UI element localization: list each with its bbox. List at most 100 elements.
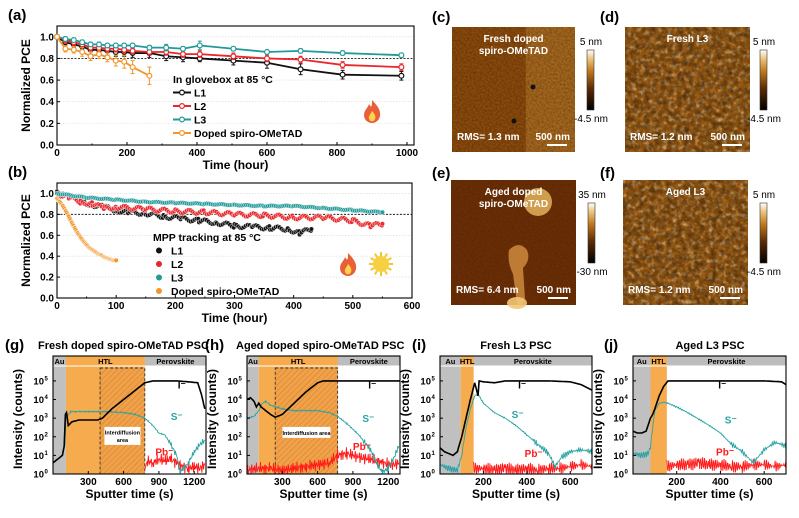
x-tick-label: 400 bbox=[519, 477, 536, 488]
x-tick-label: 200 bbox=[119, 148, 136, 159]
y-tick-exponent: 5 bbox=[45, 376, 49, 382]
colorbar-min-label: -4.5 nm bbox=[747, 267, 781, 278]
panel-h-tof-sims: (h) Aged doped spiro-OMeTAD PSC Interdiffu… bbox=[205, 337, 405, 501]
series-label-i: I⁻ bbox=[368, 380, 376, 391]
x-tick-label: 600 bbox=[756, 477, 773, 488]
layer-label-perovskite: Perovskite bbox=[514, 357, 552, 366]
series-label-i: I⁻ bbox=[518, 380, 526, 391]
y-tick-exponent: 1 bbox=[625, 451, 629, 457]
y-tick-label: 10 bbox=[613, 470, 624, 481]
y-tick-label: 10 bbox=[227, 470, 238, 481]
y-tick-label: 10 bbox=[420, 395, 431, 406]
data-point bbox=[121, 42, 128, 49]
panel-label: (i) bbox=[412, 337, 426, 354]
y-tick-exponent: 4 bbox=[625, 395, 629, 401]
colorbar-min-label: -4.5 nm bbox=[574, 114, 608, 125]
legend-item: L3 bbox=[156, 273, 183, 285]
y-tick-label: 1.0 bbox=[40, 189, 54, 200]
fire-icon bbox=[340, 253, 357, 276]
legend-label: L2 bbox=[171, 259, 183, 271]
x-tick-label: 100 bbox=[108, 301, 125, 312]
y-tick-exponent: 5 bbox=[625, 376, 629, 382]
y-tick-exponent: 5 bbox=[432, 376, 436, 382]
series-label-i: I⁻ bbox=[178, 380, 186, 391]
plot-frame bbox=[246, 355, 401, 475]
interdiffusion-label-box bbox=[282, 426, 331, 438]
legend-marker bbox=[156, 247, 162, 254]
series-l2 bbox=[54, 190, 385, 230]
data-point bbox=[398, 72, 405, 79]
y-tick-label: 10 bbox=[33, 470, 44, 481]
series-label-s: S⁻ bbox=[171, 412, 183, 423]
data-point bbox=[53, 33, 60, 40]
y-tick-label: 10 bbox=[613, 432, 624, 443]
data-point bbox=[104, 54, 111, 61]
data-point bbox=[129, 64, 136, 71]
series-l3 bbox=[54, 190, 385, 216]
panel-g-tof-sims: (g) Fresh doped spiro-OMeTAD PSC Interdiff… bbox=[5, 337, 209, 501]
afm-particle bbox=[507, 297, 527, 309]
fire-icon bbox=[364, 100, 381, 123]
data-point bbox=[379, 209, 385, 215]
plot-frame bbox=[52, 355, 207, 475]
layer-label-htl: HTL bbox=[98, 357, 113, 366]
legend-title: MPP tracking at 85 °C bbox=[153, 232, 261, 244]
x-tick-label: 1200 bbox=[377, 477, 400, 488]
y-tick-label: 10 bbox=[33, 432, 44, 443]
legend-marker bbox=[156, 261, 162, 267]
afm-grain-shadow bbox=[623, 180, 748, 305]
colorbar bbox=[759, 202, 768, 264]
header-htl-segment bbox=[258, 356, 338, 366]
series-label-pb: Pb⁻ bbox=[155, 447, 173, 458]
x-axis-label: Sputter time (s) bbox=[279, 487, 367, 501]
y-tick-exponent: 0 bbox=[625, 470, 629, 476]
plot-frame bbox=[632, 355, 787, 475]
y-tick-exponent: 1 bbox=[45, 451, 49, 457]
afm-scale-bar-label: 500 nm bbox=[537, 285, 572, 296]
data-point bbox=[129, 47, 136, 54]
panel-i-tof-sims: (i) Fresh L3 PSC Au HTL Perovskite I⁻ S⁻ Pb⁻ 200… bbox=[398, 337, 593, 501]
afm-particle bbox=[524, 188, 552, 216]
y-axis-label: Normalized PCE bbox=[19, 194, 33, 287]
series-i-trace bbox=[439, 379, 593, 457]
fire-inner bbox=[344, 264, 352, 275]
data-point bbox=[398, 52, 405, 59]
series-pb-trace bbox=[144, 453, 206, 475]
y-tick-exponent: 3 bbox=[239, 414, 243, 420]
y-tick-label: 0.0 bbox=[40, 141, 54, 152]
region-htl bbox=[650, 356, 667, 474]
legend-label: Doped spiro-OMeTAD bbox=[171, 286, 280, 298]
afm-fine-texture bbox=[452, 27, 575, 152]
series-doped-spiro-ometad bbox=[54, 196, 119, 263]
series-i-trace bbox=[246, 380, 401, 419]
layer-label-htl: HTL bbox=[460, 357, 475, 366]
panel-label: (c) bbox=[432, 9, 450, 26]
legend-marker bbox=[179, 130, 186, 137]
colorbar bbox=[587, 202, 596, 264]
afm-title: Aged L3 bbox=[666, 187, 706, 198]
y-tick-exponent: 2 bbox=[239, 432, 243, 438]
x-tick-label: 0 bbox=[54, 148, 60, 159]
legend-marker bbox=[156, 274, 162, 281]
sun-disc bbox=[373, 256, 389, 272]
data-point bbox=[297, 66, 304, 73]
afm-scale-bar-label: 500 nm bbox=[711, 132, 746, 143]
y-tick-label: 10 bbox=[420, 432, 431, 443]
legend-marker bbox=[179, 116, 186, 123]
layer-label-au: Au bbox=[445, 357, 455, 366]
legend-label: L3 bbox=[194, 115, 206, 127]
series-label-i: I⁻ bbox=[718, 380, 726, 391]
y-tick-label: 10 bbox=[33, 376, 44, 387]
x-tick-label: 600 bbox=[259, 148, 276, 159]
region-au bbox=[633, 356, 651, 474]
data-point bbox=[87, 41, 94, 48]
data-point bbox=[398, 64, 405, 71]
legend-marker bbox=[179, 102, 186, 109]
x-tick-label: 600 bbox=[115, 477, 132, 488]
data-point bbox=[308, 226, 314, 232]
afm-title: Fresh doped bbox=[483, 34, 543, 45]
panel-title: Aged doped spiro-OMeTAD PSC bbox=[236, 340, 405, 352]
colorbar-max-label: 5 nm bbox=[580, 37, 602, 48]
